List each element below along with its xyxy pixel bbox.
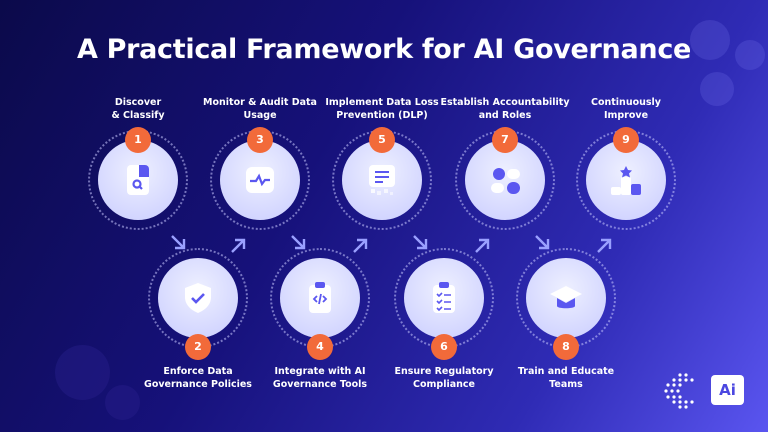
step-label: Ensure Regulatory Compliance xyxy=(394,366,494,390)
logo-dot xyxy=(670,389,674,393)
decor-circle xyxy=(105,385,140,420)
logo-dot xyxy=(678,373,682,377)
arrow-icon xyxy=(475,238,490,253)
decor-circle xyxy=(690,20,730,60)
logo-dot xyxy=(664,389,668,393)
logo-dot xyxy=(678,383,682,387)
arrow-icon xyxy=(413,235,428,250)
arrow-icon xyxy=(171,235,186,250)
step-label: Establish Accountability and Roles xyxy=(440,97,570,121)
arrow-icon xyxy=(231,238,246,253)
logo-dot xyxy=(676,389,680,393)
step-label: Enforce Data Governance Policies xyxy=(144,366,252,390)
step-number-badge: 5 xyxy=(369,127,395,153)
logo-dots xyxy=(664,373,704,409)
decor-circle xyxy=(55,345,110,400)
step-number-badge: 3 xyxy=(247,127,273,153)
logo-dot xyxy=(684,373,688,377)
decor-circle xyxy=(735,40,765,70)
arrow-icon xyxy=(535,235,550,250)
logo-dot xyxy=(684,400,688,404)
podium-star-icon xyxy=(611,166,641,195)
graduation-cap-icon xyxy=(550,286,582,309)
logo-dot xyxy=(690,378,694,382)
logo-dot xyxy=(666,395,670,399)
step-label: Monitor & Audit Data Usage xyxy=(203,97,317,121)
checklist-icon xyxy=(433,282,455,313)
logo-dot xyxy=(672,383,676,387)
ai-logo: Ai xyxy=(711,375,744,405)
step-number-badge: 1 xyxy=(125,127,151,153)
page-title: A Practical Framework for AI Governance xyxy=(76,34,692,65)
users-roles-icon xyxy=(491,168,520,194)
step-number-badge: 2 xyxy=(185,334,211,360)
logo-dot xyxy=(678,378,682,382)
step-number-badge: 9 xyxy=(613,127,639,153)
arrow-icon xyxy=(353,238,368,253)
step-label: Integrate with AI Governance Tools xyxy=(272,366,368,390)
step-number-badge: 8 xyxy=(553,334,579,360)
step-label: Train and Educate Teams xyxy=(517,366,615,390)
step-label: Implement Data Loss Prevention (DLP) xyxy=(325,97,439,121)
arrow-icon xyxy=(597,238,612,253)
step-number-badge: 7 xyxy=(492,127,518,153)
logo-dot xyxy=(690,400,694,404)
step-number-badge: 4 xyxy=(307,334,333,360)
step-label: Discover & Classify xyxy=(111,97,165,121)
decor-circle xyxy=(700,72,734,106)
step-label: Continuously Improve xyxy=(591,97,661,121)
logo-dot xyxy=(684,378,688,382)
step-number-badge: 6 xyxy=(431,334,457,360)
logo-dot xyxy=(672,395,676,399)
step-circle xyxy=(465,140,545,220)
logo-text: Ai xyxy=(719,381,736,399)
arrow-icon xyxy=(291,235,306,250)
logo-dot xyxy=(678,405,682,409)
data-loss-icon xyxy=(369,165,395,195)
logo-dot xyxy=(666,383,670,387)
activity-monitor-icon xyxy=(246,167,274,193)
logo-dot xyxy=(672,378,676,382)
logo-dot xyxy=(678,400,682,404)
logo-dots-icon xyxy=(664,373,694,409)
logo-dot xyxy=(678,395,682,399)
logo-dot xyxy=(684,405,688,409)
shield-check-icon xyxy=(185,283,211,313)
document-search-icon xyxy=(127,165,149,195)
logo-dot xyxy=(672,400,676,404)
code-clipboard-icon xyxy=(309,282,331,313)
